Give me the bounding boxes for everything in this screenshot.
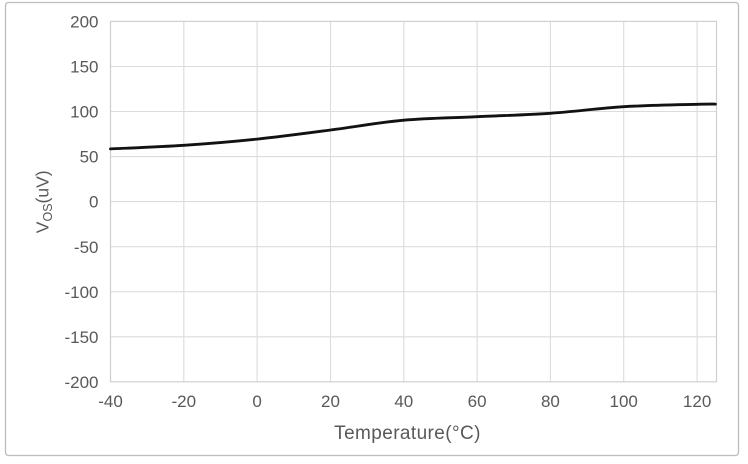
svg-text:50: 50 (80, 148, 99, 167)
svg-text:-150: -150 (64, 328, 98, 347)
svg-text:Temperature(°C): Temperature(°C) (334, 423, 481, 444)
svg-text:0: 0 (252, 392, 261, 411)
svg-text:0: 0 (89, 193, 98, 212)
svg-text:20: 20 (321, 392, 340, 411)
svg-text:150: 150 (70, 58, 98, 77)
svg-text:-200: -200 (64, 373, 98, 392)
svg-text:-100: -100 (64, 283, 98, 302)
svg-text:120: 120 (683, 392, 711, 411)
svg-text:200: 200 (70, 13, 98, 32)
svg-text:-40: -40 (98, 392, 123, 411)
svg-text:40: 40 (394, 392, 413, 411)
svg-text:100: 100 (70, 103, 98, 122)
svg-text:80: 80 (541, 392, 560, 411)
svg-text:VOS(uV): VOS(uV) (33, 170, 56, 233)
svg-text:60: 60 (468, 392, 487, 411)
svg-text:100: 100 (610, 392, 638, 411)
svg-text:-50: -50 (74, 238, 99, 257)
svg-text:-20: -20 (172, 392, 197, 411)
